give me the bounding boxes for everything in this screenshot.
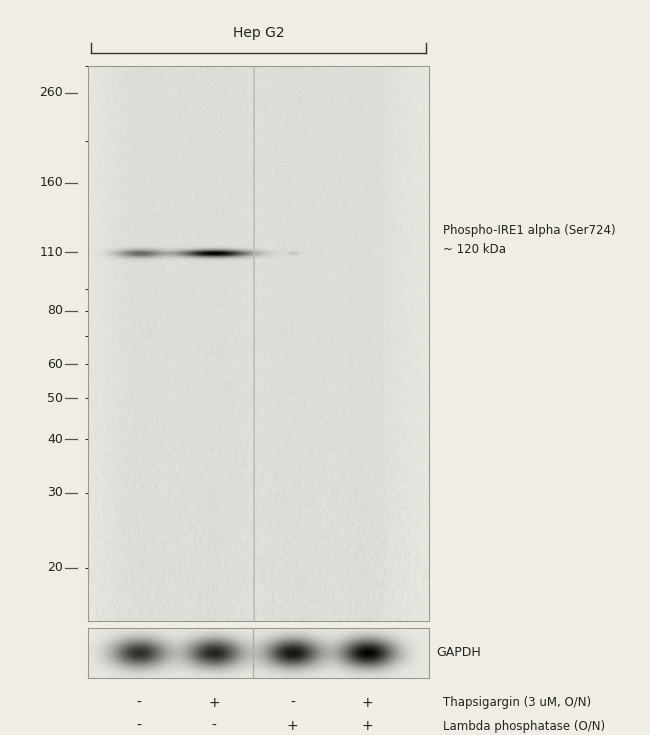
Text: 20: 20 (47, 562, 63, 574)
Text: Thapsigargin (3 uM, O/N): Thapsigargin (3 uM, O/N) (443, 696, 592, 709)
Text: 50: 50 (47, 392, 63, 404)
Text: -: - (212, 719, 216, 734)
Text: +: + (208, 695, 220, 710)
Text: 60: 60 (47, 358, 63, 370)
Text: -: - (136, 719, 142, 734)
Text: -: - (290, 695, 295, 710)
Text: Lambda phosphatase (O/N): Lambda phosphatase (O/N) (443, 720, 605, 733)
Text: 80: 80 (47, 304, 63, 318)
Text: +: + (362, 719, 373, 734)
Text: 30: 30 (47, 486, 63, 499)
Text: 260: 260 (40, 86, 63, 99)
Text: -: - (136, 695, 142, 710)
Text: 160: 160 (40, 176, 63, 189)
Text: +: + (362, 695, 373, 710)
Text: Phospho-IRE1 alpha (Ser724)
~ 120 kDa: Phospho-IRE1 alpha (Ser724) ~ 120 kDa (443, 224, 616, 256)
Text: +: + (287, 719, 298, 734)
Text: 110: 110 (40, 245, 63, 259)
Text: 40: 40 (47, 433, 63, 446)
Text: GAPDH: GAPDH (436, 646, 480, 659)
Text: Hep G2: Hep G2 (233, 26, 284, 40)
